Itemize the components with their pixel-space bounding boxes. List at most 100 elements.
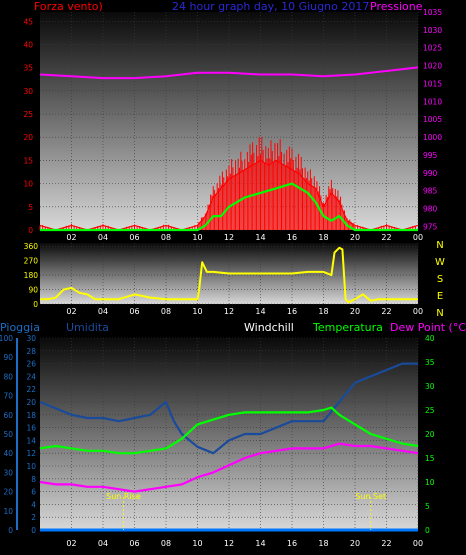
humidity-y-tick-label: 22 — [26, 385, 36, 394]
x-tick-label: 18 — [318, 539, 328, 548]
direction-y-tick-label: 90 — [28, 286, 38, 295]
sun-event-label: Sun Set — [355, 492, 386, 501]
x-tick-label: 18 — [318, 307, 328, 316]
chart-title: 24 hour graph day, 10 Giugno 2017 — [172, 0, 369, 13]
direction-y-tick-label: 0 — [33, 300, 38, 309]
humidity-line — [39, 362, 418, 455]
humidity-y-tick-label: 26 — [26, 360, 36, 369]
humidity-y-tick-label: 20 — [26, 398, 36, 407]
temperature-y-tick-label: 15 — [425, 454, 435, 463]
humidity-y-tick-label: 30 — [26, 334, 36, 343]
x-tick-label: 20 — [350, 233, 360, 242]
pressure-line — [39, 66, 419, 80]
rain-y-tick-label: 60 — [3, 411, 13, 420]
humidity-axis-title: Umidita — [66, 321, 109, 334]
x-tick-label: 22 — [381, 539, 391, 548]
temperature-y-tick-label: 35 — [425, 358, 435, 367]
wind-y-tick-label: 30 — [23, 87, 33, 96]
x-tick-label: 12 — [224, 307, 234, 316]
humidity-y-tick-label: 24 — [26, 372, 36, 381]
compass-direction-label: N — [436, 308, 443, 319]
humidity-y-tick-label: 4 — [31, 500, 36, 509]
pressure-y-tick-label: 1025 — [423, 44, 442, 53]
rain-y-tick-label: 20 — [3, 488, 13, 497]
wind-y-tick-label: 45 — [23, 17, 33, 26]
x-tick-label: 08 — [161, 233, 171, 242]
temperature-y-tick-label: 30 — [425, 382, 435, 391]
x-tick-label: 08 — [161, 307, 171, 316]
x-tick-label: 02 — [66, 539, 76, 548]
x-tick-label: 22 — [381, 307, 391, 316]
wind-y-tick-label: 15 — [23, 156, 33, 165]
pressure-y-tick-label: 995 — [423, 151, 438, 160]
x-tick-label: 02 — [66, 307, 76, 316]
rain-y-tick-label: 80 — [3, 372, 13, 381]
humidity-y-tick-label: 16 — [26, 424, 36, 433]
rain-y-tick-label: 40 — [3, 449, 13, 458]
x-tick-label: 10 — [192, 307, 202, 316]
humidity-y-tick-label: 28 — [26, 347, 36, 356]
x-tick-label: 06 — [129, 233, 139, 242]
direction-y-tick-label: 270 — [24, 257, 39, 266]
x-tick-label: 16 — [287, 233, 297, 242]
compass-direction-label: E — [437, 291, 443, 302]
temperature-y-tick-label: 10 — [425, 478, 435, 487]
rain-y-tick-label: 50 — [3, 430, 13, 439]
pressure-y-tick-label: 985 — [423, 187, 438, 196]
pressure-y-tick-label: 1035 — [423, 8, 442, 17]
pressure-y-tick-label: 1000 — [423, 133, 442, 142]
wind-y-tick-label: 10 — [23, 180, 33, 189]
rain-y-tick-label: 10 — [3, 507, 13, 516]
wind-y-tick-label: 0 — [28, 226, 33, 235]
pressure-y-tick-label: 980 — [423, 205, 438, 214]
pressure-y-tick-label: 1015 — [423, 79, 442, 88]
temperature-label: Temperatura — [312, 321, 383, 334]
tick-labels: 0510152025303540459759809859909951000100… — [0, 8, 445, 548]
rain-y-tick-label: 0 — [8, 526, 13, 535]
x-tick-label: 14 — [255, 539, 265, 548]
direction-y-tick-label: 360 — [24, 242, 39, 251]
humidity-y-tick-label: 2 — [31, 513, 36, 522]
rain-axis-title: Pioggia — [0, 321, 40, 334]
x-tick-label: 22 — [381, 233, 391, 242]
x-tick-label: 16 — [287, 539, 297, 548]
humidity-y-tick-label: 12 — [26, 449, 36, 458]
humidity-y-tick-label: 8 — [31, 475, 36, 484]
x-tick-label: 12 — [224, 539, 234, 548]
wind-direction-line — [40, 246, 418, 304]
x-tick-label: 14 — [255, 233, 265, 242]
temperature-y-tick-label: 25 — [425, 406, 435, 415]
temperature-line — [39, 406, 419, 455]
wind-axis-title: Forza vento) — [34, 0, 103, 13]
x-tick-label: 00 — [413, 233, 423, 242]
wind-y-tick-label: 35 — [23, 64, 33, 73]
humidity-y-tick-label: 0 — [31, 526, 36, 535]
sun-event-label: Sun Rise — [106, 492, 141, 501]
x-tick-label: 10 — [192, 539, 202, 548]
grid-lines — [16, 12, 419, 531]
pressure-y-tick-label: 990 — [423, 169, 438, 178]
x-tick-label: 20 — [350, 307, 360, 316]
x-tick-label: 20 — [350, 539, 360, 548]
series-layer — [39, 66, 419, 532]
x-tick-label: 00 — [413, 307, 423, 316]
x-tick-label: 12 — [224, 233, 234, 242]
x-tick-label: 04 — [98, 233, 108, 242]
humidity-y-tick-label: 10 — [26, 462, 36, 471]
pressure-y-tick-label: 1020 — [423, 62, 442, 71]
x-tick-label: 00 — [413, 539, 423, 548]
x-tick-label: 04 — [98, 539, 108, 548]
wind-y-tick-label: 5 — [28, 203, 33, 212]
x-tick-label: 06 — [129, 307, 139, 316]
humidity-y-tick-label: 18 — [26, 411, 36, 420]
temperature-y-tick-label: 20 — [425, 430, 435, 439]
compass-direction-label: S — [437, 274, 443, 285]
rain-y-tick-label: 30 — [3, 468, 13, 477]
pressure-y-tick-label: 1010 — [423, 97, 442, 106]
humidity-y-tick-label: 14 — [26, 436, 36, 445]
x-tick-label: 08 — [161, 539, 171, 548]
pressure-y-tick-label: 975 — [423, 222, 438, 231]
x-tick-label: 10 — [192, 233, 202, 242]
pressure-axis-title: Pressione — [370, 0, 423, 13]
wind-y-tick-label: 25 — [23, 110, 33, 119]
